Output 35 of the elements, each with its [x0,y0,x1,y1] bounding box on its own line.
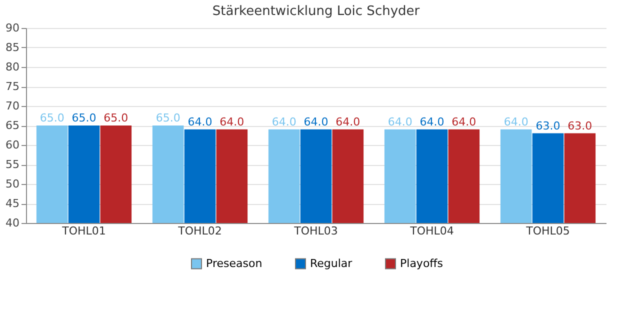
data-label: 63.0 [536,119,560,132]
x-tick-label: TOHL05 [525,224,570,238]
legend-label: Regular [310,256,353,270]
data-label: 64.0 [188,115,212,128]
y-tick-label: 60 [6,138,20,152]
data-label: 64.0 [504,115,528,128]
data-label: 65.0 [40,112,64,124]
x-tick-label: TOHL04 [409,224,454,238]
y-tick-label: 45 [6,197,20,210]
data-label: 64.0 [336,115,360,128]
data-label: 64.0 [304,115,328,128]
y-tick-label: 85 [6,41,20,54]
data-label: 64.0 [220,115,244,128]
data-label: 63.0 [568,119,592,132]
data-label: 64.0 [452,115,476,128]
legend-label: Playoffs [400,256,444,270]
chart-title: Stärkeentwicklung Loic Schyder [212,4,420,19]
y-tick-label: 55 [6,158,20,171]
data-label: 64.0 [272,115,296,128]
legend-label: Preseason [206,256,262,270]
y-tick-label: 40 [6,216,20,230]
y-tick-label: 50 [6,178,20,190]
data-label: 64.0 [420,115,444,128]
x-tick-label: TOHL02 [177,224,222,238]
y-tick-label: 70 [6,100,20,112]
y-tick-label: 75 [6,80,20,93]
data-label: 65.0 [104,112,128,124]
data-label: 64.0 [388,115,412,128]
x-tick-label: TOHL01 [61,224,106,238]
x-tick-label: TOHL03 [293,224,338,238]
y-tick-label: 80 [6,60,20,74]
y-tick-label: 90 [6,22,20,34]
data-label: 65.0 [156,112,180,124]
data-label: 65.0 [72,112,96,124]
y-tick-label: 65 [6,119,20,132]
